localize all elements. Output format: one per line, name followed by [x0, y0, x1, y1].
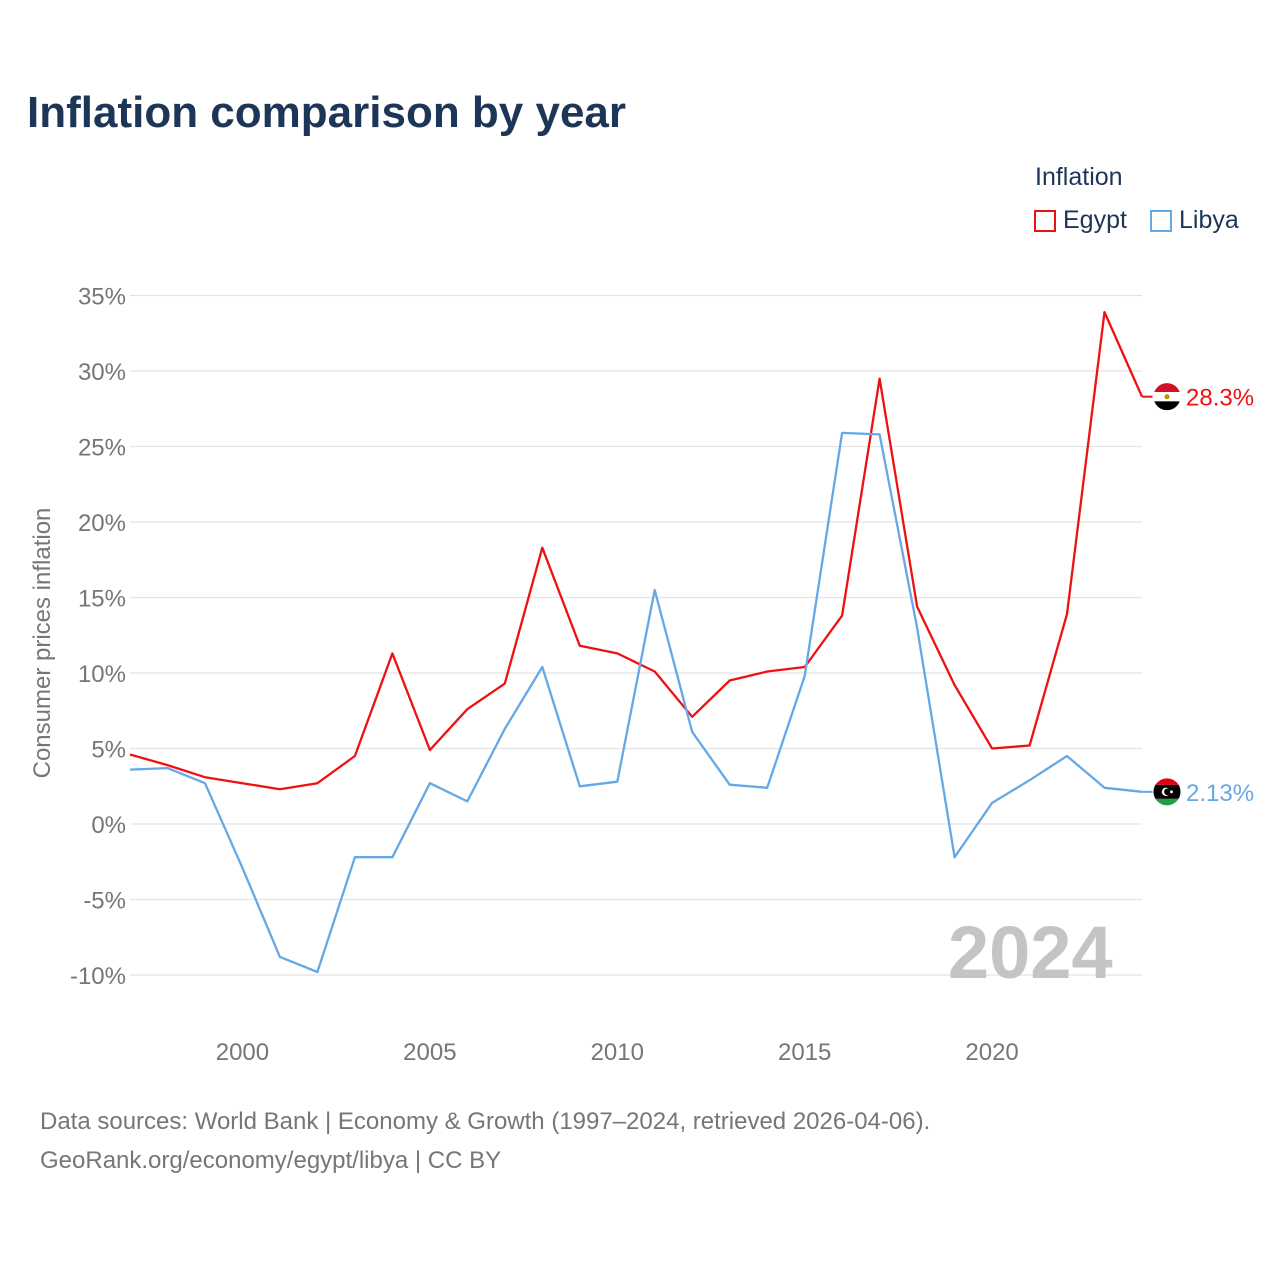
y-tick-label: 20%: [78, 510, 126, 537]
legend-item-egypt[interactable]: Egypt: [1034, 206, 1127, 235]
end-label-libya: 2.13%: [1186, 780, 1254, 807]
legend-label-libya: Libya: [1179, 206, 1239, 234]
y-tick-label: 35%: [78, 284, 126, 311]
source-line-2: GeoRank.org/economy/egypt/libya | CC BY: [40, 1147, 502, 1174]
egypt-flag-icon: [1152, 382, 1182, 412]
grid-lines: [130, 294, 1142, 976]
x-axis-ticks: 2000 2005 2010 2015 2020: [216, 1039, 1019, 1066]
x-tick-label: 2000: [216, 1039, 269, 1066]
end-label-egypt: 28.3%: [1186, 385, 1254, 412]
y-tick-label: 15%: [78, 586, 126, 613]
y-tick-label: -5%: [83, 888, 126, 915]
series-line-libya[interactable]: [129, 431, 1143, 974]
chart-title: Inflation comparison by year: [27, 88, 627, 137]
y-tick-label: -10%: [70, 963, 126, 990]
legend-item-libya[interactable]: Libya: [1150, 206, 1239, 235]
y-axis-ticks: 35% 30% 25% 20% 15% 10% 5% 0% -5% -10%: [70, 284, 126, 991]
year-watermark: 2024: [948, 911, 1113, 994]
series-line-egypt[interactable]: [129, 310, 1144, 791]
y-tick-label: 5%: [91, 737, 126, 764]
x-tick-label: 2020: [965, 1039, 1018, 1066]
y-tick-label: 10%: [78, 661, 126, 688]
series-lines: [129, 310, 1144, 974]
x-tick-label: 2005: [403, 1039, 456, 1066]
legend-title: Inflation: [1035, 163, 1123, 191]
y-tick-label: 25%: [78, 435, 126, 462]
y-tick-label: 30%: [78, 359, 126, 386]
libya-flag-icon: [1152, 777, 1182, 807]
x-tick-label: 2010: [591, 1039, 644, 1066]
y-tick-label: 0%: [91, 812, 126, 839]
legend-swatch-egypt: [1034, 209, 1056, 232]
x-tick-label: 2015: [778, 1039, 831, 1066]
y-axis-title: Consumer prices inflation: [29, 508, 56, 779]
source-line-1: Data sources: World Bank | Economy & Gro…: [40, 1108, 931, 1135]
legend-label-egypt: Egypt: [1063, 206, 1127, 234]
legend-swatch-libya: [1150, 209, 1172, 232]
end-markers: 28.3% 2.13%: [1142, 382, 1254, 807]
